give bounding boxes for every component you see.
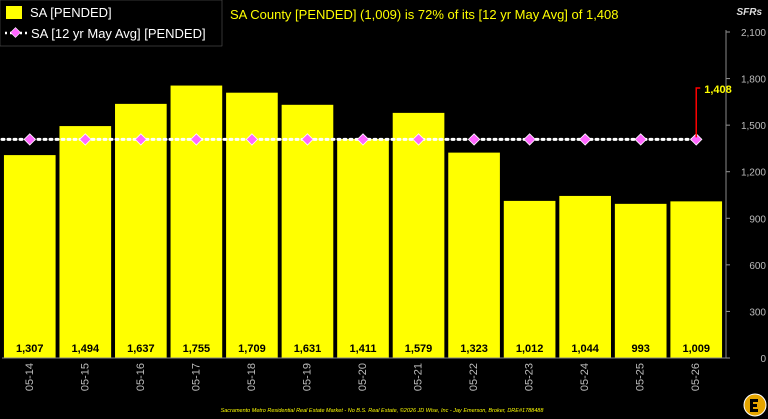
x-tick-label: 05-22: [468, 363, 480, 391]
legend: SA [PENDED] SA [12 yr May Avg] [PENDED]: [0, 0, 223, 47]
y-tick-label: 600: [749, 261, 766, 272]
annotation-label: 1,408: [704, 84, 732, 96]
y-tick-label: 1,500: [741, 121, 766, 132]
bar-value-label: 1,009: [682, 343, 710, 355]
bar-value-label: 993: [632, 343, 650, 355]
avg-marker: [190, 133, 203, 146]
avg-marker: [79, 133, 92, 146]
x-tick-label: 05-26: [690, 363, 702, 391]
bar-value-label: 1,637: [127, 343, 155, 355]
bar: [503, 200, 556, 358]
x-tick-label: 05-15: [79, 363, 91, 391]
avg-marker: [578, 133, 592, 146]
bar-value-label: 1,044: [571, 343, 599, 355]
legend-bar-label: SA [PENDED]: [30, 5, 112, 20]
x-tick-label: 05-17: [190, 363, 202, 391]
x-tick-label: 05-16: [135, 363, 147, 391]
avg-marker: [134, 133, 148, 146]
bar-value-label: 1,709: [238, 343, 266, 355]
x-tick-label: 05-24: [579, 363, 591, 391]
bar: [59, 126, 112, 359]
avg-marker: [356, 133, 370, 146]
avg-marker: [23, 133, 36, 146]
bar: [614, 203, 667, 358]
bar-value-label: 1,631: [294, 343, 322, 355]
avg-marker: [467, 133, 481, 146]
bar: [170, 85, 223, 359]
bar: [281, 104, 334, 358]
annotation-group: 1,408: [695, 84, 732, 138]
bar: [115, 103, 167, 358]
legend-line-label: SA [12 yr May Avg] [PENDED]: [31, 26, 206, 41]
legend-diamond-icon: [10, 27, 21, 38]
avg-line-group: [0, 133, 704, 146]
logo-icon: [743, 393, 767, 417]
x-tick-label: 05-19: [301, 363, 313, 391]
annotation-leader: [695, 87, 701, 138]
bar: [559, 195, 611, 358]
x-tick-label: 05-23: [524, 363, 536, 391]
bar-value-label: 1,494: [72, 343, 100, 355]
y-tick-label: 2,100: [741, 28, 766, 39]
x-tick-label: 05-18: [246, 363, 258, 391]
bar-value-label: 1,579: [405, 343, 433, 355]
y-tick-label: 1,800: [741, 75, 766, 86]
x-tick-label: 05-20: [357, 363, 369, 391]
y-tick-label: 0: [760, 354, 766, 365]
y-tick-label: 900: [749, 214, 766, 225]
bar-value-label: 1,323: [460, 343, 488, 355]
avg-marker: [634, 133, 647, 146]
bar-labels-group: 1,307 1,494 1,637 1,755 1,709 1,631 1,411 1,579…: [16, 343, 710, 355]
y-tick-label: 1,200: [741, 168, 766, 179]
legend-bar-swatch: [6, 6, 22, 19]
bar: [392, 112, 445, 358]
y-axis: 0 300 600 900 1,200 1,500 1,800 2,100: [725, 28, 766, 365]
x-axis: 05-14 05-15 05-16 05-17 05-18 05-19 05-20 05-21…: [2, 357, 726, 391]
bar: [670, 201, 723, 358]
bars-group: [3, 85, 723, 359]
avg-marker: [245, 133, 259, 146]
x-tick-label: 05-14: [24, 363, 36, 391]
bar: [448, 152, 500, 358]
x-tick-label: 05-21: [413, 363, 425, 391]
avg-marker: [523, 133, 536, 146]
chart-title: SA County [PENDED] (1,009) is 72% of its…: [230, 7, 619, 22]
bar-value-label: 1,411: [350, 343, 377, 355]
bar: [337, 138, 389, 358]
bar-value-label: 1,307: [16, 343, 44, 355]
x-tick-label: 05-25: [635, 363, 647, 391]
bar: [3, 155, 56, 358]
avg-marker: [301, 133, 314, 146]
bar-value-label: 1,755: [183, 343, 211, 355]
y-axis-label: SFRs: [736, 7, 762, 18]
bar: [226, 92, 278, 359]
y-tick-label: 300: [749, 307, 766, 318]
avg-marker: [412, 133, 425, 146]
avg-marker: [690, 133, 703, 146]
bar-value-label: 1,012: [516, 343, 544, 355]
footer-credit: Sacramento Metro Residential Real Estate…: [221, 407, 545, 414]
